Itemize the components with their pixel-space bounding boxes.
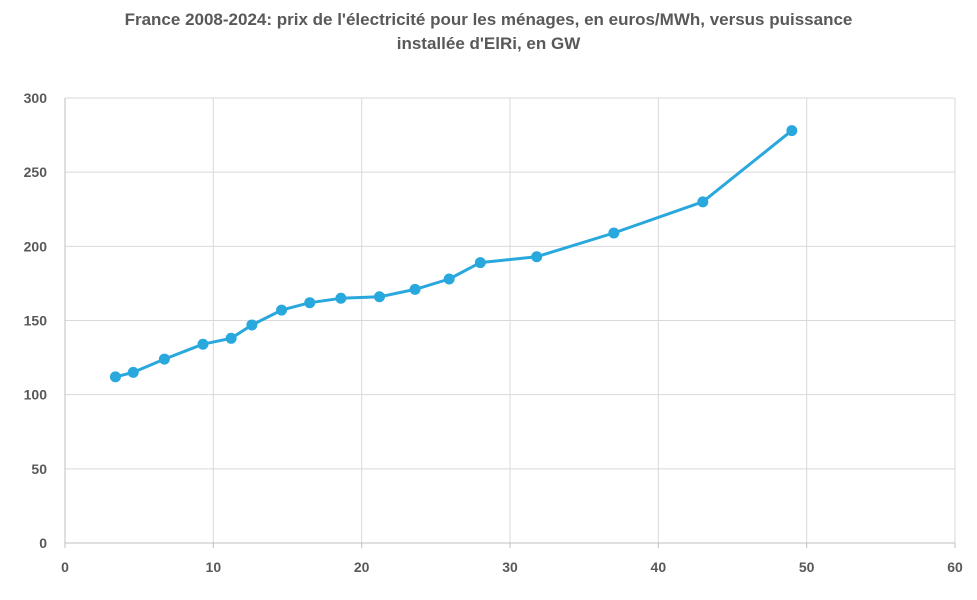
data-point [373, 291, 385, 303]
data-point [443, 273, 455, 285]
chart-title: France 2008-2024: prix de l'électricité … [0, 8, 977, 56]
tick-labels: 0 50 100 150 200 250 300 0 10 20 30 40 50 60 [24, 90, 963, 575]
data-point [608, 227, 620, 239]
x-tick-label: 40 [651, 559, 667, 575]
data-point [246, 319, 258, 331]
data-point [531, 251, 543, 263]
data-point [197, 338, 209, 350]
y-tick-label: 200 [24, 238, 48, 254]
chart-title-line-1: France 2008-2024: prix de l'électricité … [124, 10, 853, 29]
x-tick-label: 0 [61, 559, 69, 575]
data-point [276, 304, 288, 316]
gridlines [65, 97, 956, 543]
data-point [109, 371, 121, 383]
data-point [304, 297, 316, 309]
y-tick-label: 250 [24, 164, 48, 180]
x-tick-label: 20 [354, 559, 370, 575]
y-tick-label: 300 [24, 90, 48, 106]
data-point [158, 353, 170, 365]
data-point [335, 292, 347, 304]
data-point [409, 283, 421, 295]
x-tick-label: 50 [799, 559, 815, 575]
x-tick-label: 60 [947, 559, 963, 575]
y-tick-label: 150 [24, 313, 48, 329]
y-tick-label: 100 [24, 387, 48, 403]
data-point [786, 125, 798, 137]
axes [64, 98, 956, 548]
chart-title-line-2: installée d'ElRi, en GW [396, 34, 581, 53]
x-tick-label: 30 [502, 559, 518, 575]
data-point [127, 366, 139, 378]
data-point [474, 257, 486, 269]
x-tick-label: 10 [206, 559, 222, 575]
y-tick-label: 50 [31, 461, 47, 477]
data-point [225, 332, 237, 344]
data-series [109, 125, 798, 383]
series-line [113, 129, 794, 379]
y-tick-label: 0 [39, 535, 47, 551]
data-point [697, 196, 709, 208]
